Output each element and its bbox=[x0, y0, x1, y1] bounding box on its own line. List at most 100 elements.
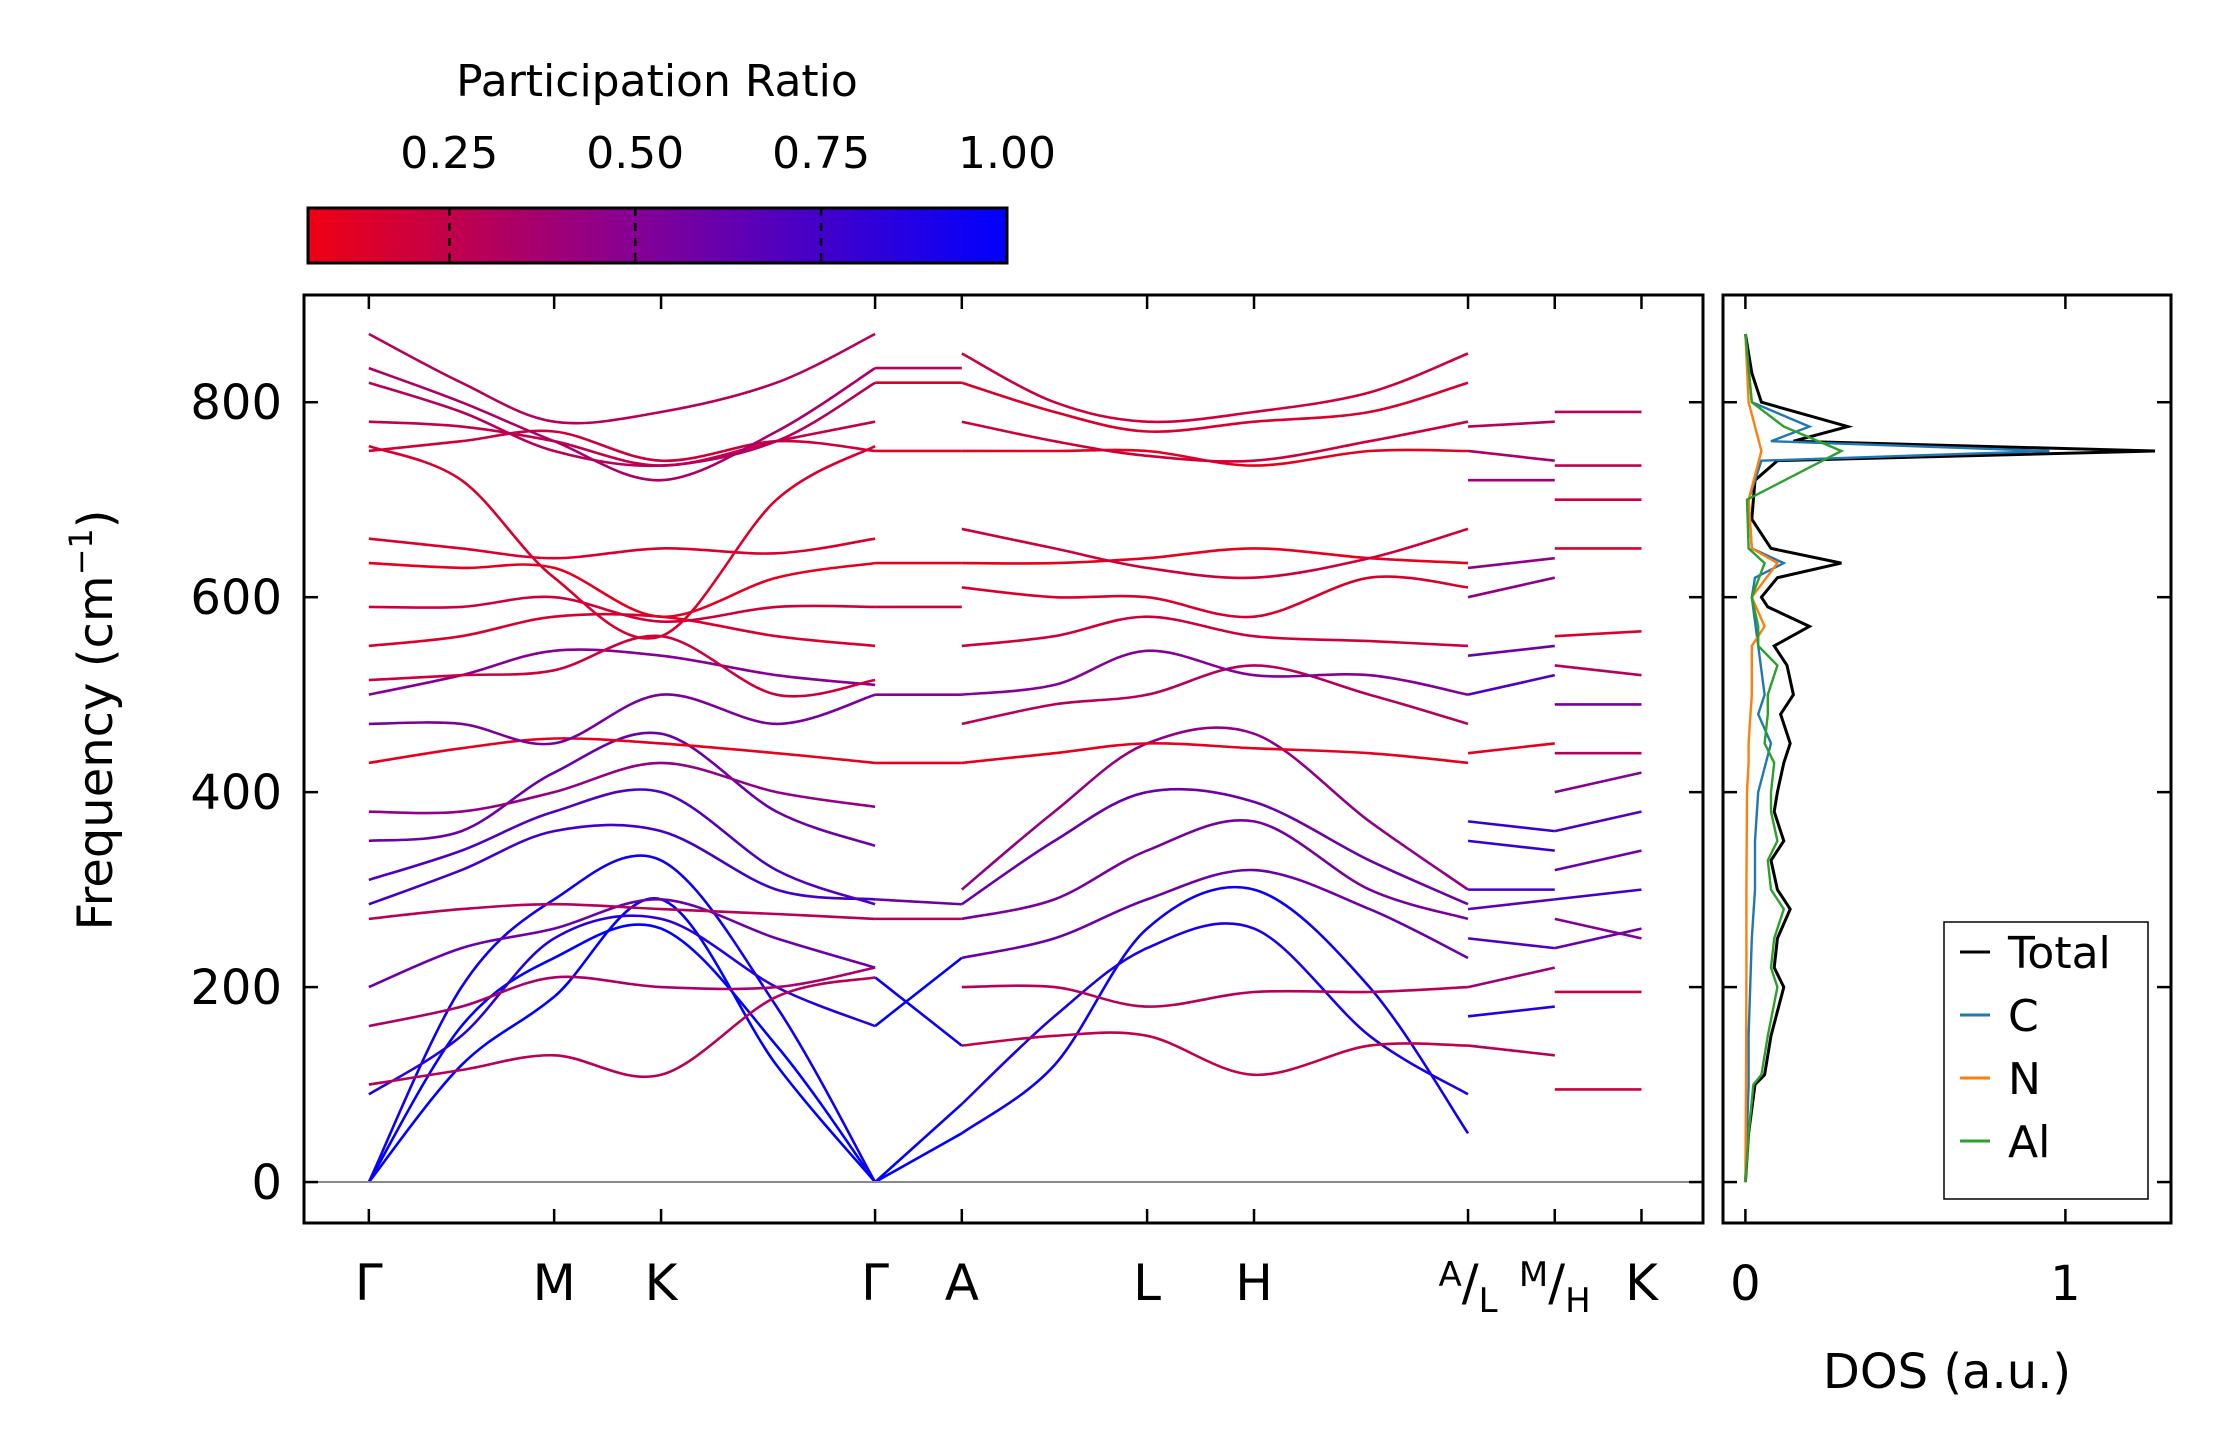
phonon-band-line bbox=[1467, 839, 1555, 852]
phonon-band-line bbox=[961, 527, 1469, 580]
phonon-band-line bbox=[368, 731, 876, 848]
phonon-band-line bbox=[368, 561, 876, 619]
phonon-band-line bbox=[1554, 927, 1642, 950]
legend-label: Total bbox=[2007, 928, 2111, 979]
phonon-band-line bbox=[874, 956, 963, 1028]
kpoint-label: Γ bbox=[355, 1254, 383, 1312]
legend-label: C bbox=[2008, 991, 2039, 1042]
phonon-band-line bbox=[368, 537, 876, 560]
phonon-band-line bbox=[961, 448, 1469, 467]
phonon-band-line bbox=[368, 693, 876, 746]
dos-x-tick-label: 1 bbox=[2050, 1256, 2081, 1312]
kpoint-label: A bbox=[945, 1254, 979, 1312]
phonon-band-line bbox=[1554, 917, 1642, 940]
phonon-band-line bbox=[368, 823, 876, 906]
legend-label: N bbox=[2008, 1054, 2041, 1105]
phonon-band-line bbox=[961, 741, 1469, 765]
kpoint-label: H bbox=[1235, 1254, 1273, 1312]
phonon-band-line bbox=[368, 902, 876, 921]
dos-panel: 0 1 DOS (a.u.) Total CN Al bbox=[1721, 293, 2173, 1400]
legend-label: Al bbox=[2008, 1117, 2050, 1168]
phonon-band-line bbox=[368, 444, 876, 640]
phonon-band-line bbox=[961, 664, 1469, 726]
phonon-band-line bbox=[961, 352, 1469, 424]
phonon-band-line bbox=[368, 761, 876, 815]
kpoint-label: L bbox=[1133, 1254, 1161, 1312]
phonon-band-line bbox=[1554, 664, 1642, 677]
legend-frame bbox=[1943, 921, 2149, 1200]
phonon-band-line bbox=[961, 649, 1469, 696]
phonon-band-line bbox=[961, 420, 1469, 463]
phonon-band-line bbox=[961, 575, 1469, 619]
kpoint-label: Γ bbox=[861, 1254, 889, 1312]
dos-x-tick-label: 0 bbox=[1730, 1256, 1761, 1312]
phonon-band-line bbox=[1467, 742, 1555, 755]
phonon-band-line bbox=[1467, 673, 1556, 696]
band-y-axis-label: Frequency (cm−1) bbox=[62, 509, 124, 930]
phonon-band-line bbox=[368, 634, 876, 698]
phonon-band-line bbox=[367, 897, 877, 1183]
phonon-band-line bbox=[368, 381, 876, 468]
colorbar-tick-label: 0.25 bbox=[400, 128, 498, 179]
colorbar: Participation Ratio 0.25 0.50 0.75 1.00 bbox=[306, 56, 1056, 265]
phonon-band-line bbox=[368, 914, 876, 1096]
phonon-band-line bbox=[1467, 898, 1555, 911]
phonon-band-line bbox=[368, 332, 876, 425]
phonon-band-line bbox=[368, 788, 876, 906]
phonon-band-line bbox=[1467, 937, 1555, 950]
kpoint-label: M bbox=[533, 1254, 576, 1312]
colorbar-title: Participation Ratio bbox=[456, 56, 858, 107]
phonon-band-line bbox=[368, 366, 876, 482]
phonon-band-line bbox=[1554, 849, 1642, 872]
phonon-band-line bbox=[1554, 771, 1642, 794]
phonon-band-line bbox=[368, 898, 876, 989]
phonon-band-line bbox=[961, 984, 1469, 1008]
dos-curve-total bbox=[1743, 333, 2156, 1183]
dos-x-axis-label: DOS (a.u.) bbox=[1823, 1344, 2071, 1400]
band-y-tick-label: 600 bbox=[190, 570, 282, 626]
phonon-band-line bbox=[368, 737, 876, 765]
kpoint-label: K bbox=[1625, 1254, 1659, 1312]
band-y-tick-label: 0 bbox=[251, 1155, 282, 1211]
dos-legend: Total CN Al bbox=[1943, 921, 2149, 1200]
band-structure-frame bbox=[302, 293, 1705, 1225]
colorbar-gradient bbox=[306, 206, 1009, 265]
phonon-band-line bbox=[1467, 1044, 1555, 1057]
phonon-band-line bbox=[368, 966, 876, 1028]
phonon-band-line bbox=[1467, 420, 1555, 428]
colorbar-tick-label: 0.50 bbox=[586, 128, 684, 179]
phonon-band-line bbox=[1467, 576, 1556, 599]
phonon-band-line bbox=[960, 726, 1469, 891]
phonon-band-line bbox=[960, 922, 1469, 1106]
phonon-band-line bbox=[1554, 630, 1642, 638]
phonon-band-line bbox=[1467, 820, 1555, 833]
phonon-band-line bbox=[368, 976, 876, 1086]
phonon-band-line bbox=[1554, 810, 1642, 833]
dos-frame bbox=[1721, 293, 2173, 1225]
phonon-band-line bbox=[874, 1103, 963, 1184]
phonon-band-line bbox=[961, 547, 1469, 565]
phonon-band-line bbox=[961, 1031, 1469, 1077]
phonon-band-line bbox=[367, 854, 877, 1183]
phonon-band-line bbox=[1467, 966, 1556, 989]
kpoint-label-split: A/L bbox=[1439, 1254, 1498, 1321]
phonon-band-line bbox=[1554, 888, 1642, 901]
colorbar-tick-label: 0.75 bbox=[772, 128, 870, 179]
phonon-band-line bbox=[874, 976, 963, 1047]
phonon-band-line bbox=[368, 420, 876, 467]
phonon-band-line bbox=[368, 595, 876, 623]
band-y-tick-label: 400 bbox=[190, 765, 282, 821]
phonon-band-line bbox=[961, 381, 1469, 434]
phonon-band-line bbox=[961, 787, 1469, 906]
phonon-band-line bbox=[875, 898, 962, 906]
phonon-band-line bbox=[961, 819, 1469, 921]
phonon-band-line bbox=[368, 648, 876, 696]
band-y-tick-label: 200 bbox=[190, 960, 282, 1016]
phonon-band-line bbox=[1467, 1005, 1555, 1018]
kpoint-label-split: M/H bbox=[1519, 1254, 1591, 1321]
kpoint-label: K bbox=[645, 1254, 679, 1312]
phonon-band-line bbox=[1467, 644, 1555, 657]
phonon-band-line bbox=[961, 868, 1469, 960]
